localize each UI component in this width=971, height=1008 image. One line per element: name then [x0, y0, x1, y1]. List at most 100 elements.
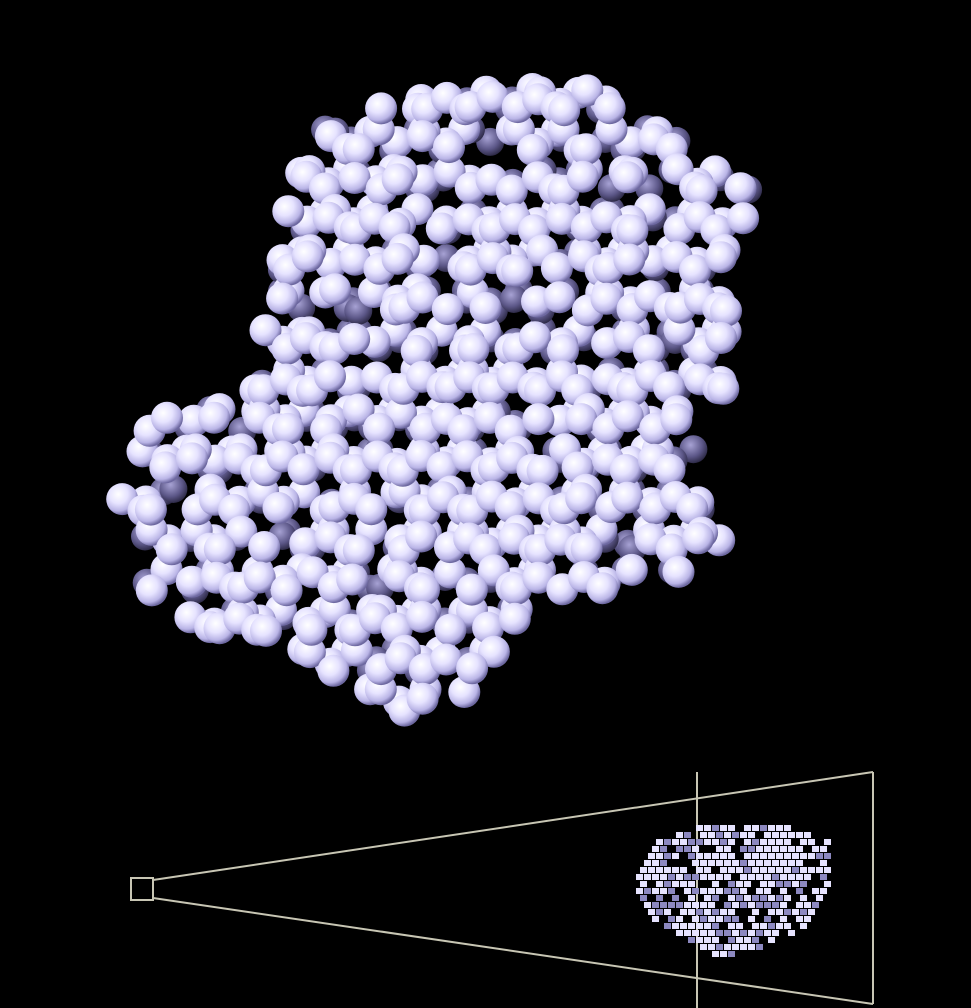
thumbnail-atom [668, 916, 675, 922]
thumbnail-atom [736, 867, 743, 873]
camera-frustum-inset [130, 771, 874, 1008]
atom-sphere [565, 403, 598, 436]
atom-sphere [408, 573, 440, 606]
thumbnail-atom [732, 944, 739, 950]
thumbnail-atom [776, 881, 783, 887]
thumbnail-atom [720, 909, 727, 915]
thumbnail-atom [704, 867, 711, 873]
thumbnail-atom [712, 951, 719, 957]
thumbnail-atom [684, 902, 691, 908]
atom-sphere [543, 281, 576, 314]
thumbnail-atom [664, 867, 671, 873]
atom-sphere [495, 174, 528, 207]
thumbnail-atom [780, 916, 787, 922]
thumbnail-atom [740, 930, 747, 936]
thumbnail-atom [708, 888, 715, 894]
atom-sphere [342, 133, 375, 166]
atom-sphere [406, 600, 438, 633]
thumbnail-atom [736, 937, 743, 943]
atom-sphere [616, 214, 649, 247]
atom-sphere [149, 451, 182, 484]
thumbnail-atom [656, 909, 663, 915]
atom-sphere [455, 573, 488, 606]
thumbnail-atom [704, 923, 711, 929]
thumbnail-atom [688, 923, 695, 929]
atom-sphere [653, 453, 686, 486]
atom-sphere [705, 322, 737, 354]
thumbnail-atom [784, 881, 791, 887]
thumbnail-atom [732, 888, 739, 894]
atom-sphere [243, 561, 276, 594]
atom-sphere [469, 292, 502, 324]
thumbnail-atom [672, 923, 679, 929]
thumbnail-atom [748, 832, 755, 838]
thumbnail-atom [696, 937, 703, 943]
thumbnail-atom [772, 930, 779, 936]
atom-sphere [338, 243, 371, 276]
thumbnail-atom [772, 860, 779, 866]
atom-sphere [447, 414, 480, 447]
thumbnail-atom [728, 937, 735, 943]
protein-thumbnail [636, 825, 831, 957]
atom-sphere [338, 162, 371, 194]
thumbnail-atom [728, 825, 735, 831]
thumbnail-atom [724, 888, 731, 894]
thumbnail-atom [712, 839, 719, 845]
atom-sphere [385, 396, 417, 429]
atom-sphere [501, 254, 534, 287]
thumbnail-atom [688, 853, 695, 859]
thumbnail-atom [716, 832, 723, 838]
atom-sphere [707, 372, 740, 405]
thumbnail-atom [704, 895, 711, 901]
thumbnail-atom [696, 853, 703, 859]
thumbnail-atom [744, 825, 751, 831]
thumbnail-atom [784, 825, 791, 831]
atom-sphere [519, 321, 551, 354]
atom-sphere [272, 412, 304, 445]
thumbnail-atom [708, 916, 715, 922]
atom-sphere-back [499, 285, 528, 313]
thumbnail-atom [644, 860, 651, 866]
thumbnail-atom [720, 867, 727, 873]
thumbnail-atom [816, 867, 823, 873]
thumbnail-atom [804, 902, 811, 908]
atom-sphere [660, 403, 693, 436]
thumbnail-atom [652, 860, 659, 866]
thumbnail-atom [652, 888, 659, 894]
thumbnail-atom [752, 909, 759, 915]
atom-sphere [548, 94, 581, 127]
atom-sphere [250, 614, 282, 647]
thumbnail-atom [692, 860, 699, 866]
thumbnail-atom [640, 881, 647, 887]
thumbnail-atom [736, 895, 743, 901]
atom-sphere [522, 561, 555, 594]
thumbnail-atom [796, 846, 803, 852]
thumbnail-atom [744, 867, 751, 873]
thumbnail-atom [816, 895, 823, 901]
thumbnail-atom [768, 825, 775, 831]
thumbnail-atom [764, 860, 771, 866]
atom-sphere [406, 281, 439, 314]
thumbnail-atom [744, 881, 751, 887]
thumbnail-atom [824, 867, 831, 873]
atom-sphere [540, 252, 573, 285]
thumbnail-atom [776, 909, 783, 915]
atom-sphere [342, 393, 375, 426]
thumbnail-atom [672, 895, 679, 901]
thumbnail-atom [724, 860, 731, 866]
thumbnail-atom [676, 930, 683, 936]
atom-sphere [593, 92, 626, 125]
atom-sphere [727, 202, 760, 235]
thumbnail-atom [712, 937, 719, 943]
atom-sphere [516, 133, 549, 166]
thumbnail-atom [724, 846, 731, 852]
thumbnail-atom [768, 923, 775, 929]
thumbnail-atom [724, 944, 731, 950]
thumbnail-atom [792, 853, 799, 859]
atom-sphere [566, 160, 599, 193]
atom-sphere [317, 654, 350, 687]
atom-sphere [724, 172, 757, 205]
atom-sphere [175, 565, 208, 598]
thumbnail-atom [676, 902, 683, 908]
